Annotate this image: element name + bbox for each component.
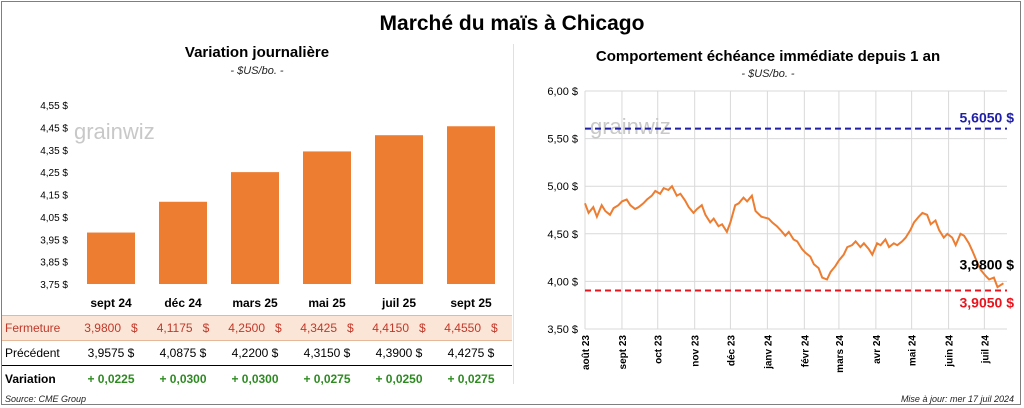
close-value: 4,2500 $	[228, 321, 282, 335]
high-label: 5,6050 $	[960, 110, 1015, 126]
left-chart-title: Variation journalière	[184, 44, 330, 61]
bar	[87, 232, 135, 284]
low-label: 3,9050 $	[960, 294, 1015, 310]
bar-y-tick-label: 3,95 $	[40, 235, 68, 246]
bar	[303, 151, 351, 284]
bar-x-tick-label: mars 25	[232, 296, 278, 310]
right-chart-title: Comportement échéance immédiate depuis 1…	[595, 48, 941, 65]
previous-row-label: Précédent	[5, 346, 60, 360]
line-x-tick-label: juil 24	[980, 335, 991, 365]
change-value: + 0,0225	[87, 372, 135, 386]
last-label: 3,9800 $	[960, 256, 1015, 272]
previous-value: 4,3150 $	[303, 346, 351, 360]
bar	[159, 201, 207, 284]
close-row-label: Fermeture	[5, 321, 61, 335]
page-title: Marché du maïs à Chicago	[379, 12, 645, 35]
line-y-tick-label: 4,00 $	[547, 276, 578, 288]
previous-value: 4,2200 $	[231, 346, 279, 360]
line-x-tick-label: déc 23	[726, 335, 737, 367]
bar-y-tick-label: 3,75 $	[40, 280, 68, 291]
previous-value: 4,4275 $	[447, 346, 495, 360]
bar-y-axis: 3,75 $ 3,85 $ 3,95 $ 4,05 $ 4,15 $ 4,25 $ 4,35…	[40, 101, 68, 291]
line-x-tick-label: sept 23	[618, 335, 629, 370]
bar-y-tick-label: 4,05 $	[40, 213, 68, 224]
line-y-tick-label: 4,50 $	[547, 229, 578, 241]
line-x-tick-label: mars 24	[835, 335, 846, 373]
previous-value: 4,0875 $	[159, 346, 207, 360]
previous-row: Précédent 3,9575 $ 4,0875 $ 4,2200 $ 4,3150…	[2, 341, 512, 366]
line-y-tick-label: 6,00 $	[547, 86, 578, 98]
updated-note: Mise à jour: mer 17 juil 2024	[900, 394, 1014, 404]
change-value: + 0,0275	[303, 372, 351, 386]
bar-x-tick-label: sept 25	[450, 296, 492, 310]
bar-y-tick-label: 4,15 $	[40, 191, 68, 202]
line-y-tick-label: 5,00 $	[547, 181, 578, 193]
line-chart: grainwiz 3,50 $ 4,00 $ 4,50 $ 5,00 $ 5,50 $ 6…	[547, 86, 1015, 373]
panel-divider	[513, 44, 514, 384]
source-note: Source: CME Group	[5, 394, 87, 404]
close-value: 4,4550 $	[444, 321, 498, 335]
close-value: 4,4150 $	[372, 321, 426, 335]
bar-chart: grainwiz 3,75 $ 3,85 $ 3,95 $ 4,05 $ 4,15 $ 4…	[40, 101, 495, 310]
change-value: + 0,0300	[159, 372, 207, 386]
bar-y-tick-label: 4,45 $	[40, 123, 68, 134]
line-grid	[584, 90, 1007, 330]
change-value: + 0,0275	[447, 372, 495, 386]
bar-x-tick-label: juil 25	[381, 296, 416, 310]
previous-value: 3,9575 $	[87, 346, 135, 360]
bar-series	[87, 126, 495, 284]
left-chart-unit: - $US/bo. -	[230, 65, 284, 77]
bar-y-tick-label: 4,25 $	[40, 168, 68, 179]
line-x-tick-label: oct 23	[654, 335, 665, 364]
line-x-tick-label: nov 23	[691, 335, 702, 367]
line-x-tick-label: juin 24	[945, 335, 956, 368]
change-row-label: Variation	[5, 372, 56, 386]
bar	[231, 172, 279, 284]
line-x-tick-label: févr 24	[800, 335, 811, 368]
line-x-tick-label: avr 24	[872, 335, 883, 364]
bar-x-tick-label: déc 24	[164, 296, 202, 310]
close-value: 4,3425 $	[300, 321, 354, 335]
right-chart-unit: - $US/bo. -	[741, 68, 795, 80]
bar-watermark: grainwiz	[74, 119, 155, 144]
line-watermark: grainwiz	[590, 114, 671, 139]
bar-x-tick-label: mai 25	[308, 296, 346, 310]
line-y-tick-label: 5,50 $	[547, 134, 578, 146]
change-value: + 0,0250	[375, 372, 423, 386]
change-value: + 0,0300	[231, 372, 279, 386]
bar-x-tick-label: sept 24	[90, 296, 132, 310]
line-x-axis: août 23 sept 23 oct 23 nov 23 déc 23 janv 24 f…	[581, 335, 991, 373]
close-row: Fermeture 3,9800 $ 4,1175 $ 4,2500 $ 4,3425…	[2, 315, 512, 341]
line-y-tick-label: 3,50 $	[547, 324, 578, 336]
bar-y-tick-label: 4,55 $	[40, 101, 68, 112]
bar-x-axis: sept 24 déc 24 mars 25 mai 25 juil 25 sept 25	[90, 296, 492, 310]
price-series-line	[584, 184, 1004, 289]
line-x-tick-label: août 23	[581, 335, 592, 370]
line-y-axis: 3,50 $ 4,00 $ 4,50 $ 5,00 $ 5,50 $ 6,00 $	[547, 86, 578, 336]
close-value: 3,9800 $	[84, 321, 138, 335]
bar-y-tick-label: 4,35 $	[40, 146, 68, 157]
bar	[447, 126, 495, 284]
line-x-tick-label: janv 24	[763, 335, 774, 370]
bar	[375, 135, 423, 284]
close-value: 4,1175 $	[156, 321, 210, 335]
line-x-tick-label: mai 24	[908, 335, 919, 367]
previous-value: 4,3900 $	[375, 346, 423, 360]
bar-y-tick-label: 3,85 $	[40, 258, 68, 269]
change-row: Variation + 0,0225 + 0,0300 + 0,0300 + 0,02…	[2, 367, 512, 391]
